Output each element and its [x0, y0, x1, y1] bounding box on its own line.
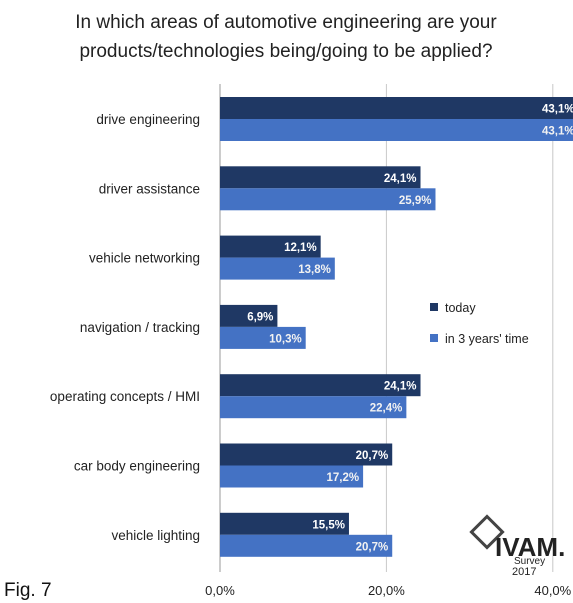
- title-line: products/technologies being/going to be …: [79, 41, 492, 62]
- data-label: 6,9%: [247, 311, 273, 323]
- bars: 43,1% 43,1% 24,1% 25,9% 12,1% 13,8% 6,9% 10,3% 2…: [220, 97, 573, 557]
- legend-label: in 3 years' time: [445, 332, 529, 346]
- chart-title: In which areas of automotive engineering…: [75, 12, 497, 62]
- legend: today in 3 years' time: [430, 301, 529, 346]
- legend-label: today: [445, 301, 476, 315]
- legend-swatch: [430, 303, 438, 311]
- title-line: In which areas of automotive engineering…: [75, 12, 497, 33]
- x-tick-labels: 0,0%20,0%40,0%60,0%80,0%: [205, 583, 571, 598]
- bar: [220, 188, 436, 211]
- figure-label: Fig. 7: [4, 580, 52, 601]
- tick-label: 40,0%: [534, 583, 571, 598]
- bar: [220, 235, 321, 258]
- data-label: 15,5%: [312, 519, 345, 531]
- bar: [220, 396, 407, 419]
- category-label: drive engineering: [96, 112, 200, 127]
- logo-diamond-icon: [469, 514, 505, 550]
- logo-name: IVAM.: [495, 532, 565, 562]
- data-label: 20,7%: [356, 541, 389, 553]
- ivam-logo: IVAM. Survey 2017: [469, 514, 565, 578]
- bar: [220, 257, 335, 280]
- tick-label: 0,0%: [205, 583, 235, 598]
- legend-swatch: [430, 334, 438, 342]
- data-label: 12,1%: [284, 242, 317, 254]
- bar: [220, 119, 573, 141]
- logo-year: 2017: [512, 566, 536, 578]
- bar: [220, 534, 393, 557]
- bar: [220, 374, 421, 397]
- data-label: 25,9%: [399, 195, 432, 207]
- data-label: 22,4%: [370, 403, 403, 415]
- data-label: 17,2%: [326, 472, 359, 484]
- category-label: driver assistance: [99, 181, 200, 196]
- bar: [220, 512, 349, 535]
- data-label: 43,1%: [542, 126, 573, 138]
- bar: [220, 443, 393, 466]
- data-label: 10,3%: [269, 333, 302, 345]
- category-label: operating concepts / HMI: [50, 389, 200, 404]
- bar: [220, 97, 573, 119]
- bar: [220, 166, 421, 189]
- category-label: navigation / tracking: [80, 320, 200, 335]
- bar: [220, 465, 364, 488]
- data-label: 20,7%: [356, 450, 389, 462]
- tick-label: 20,0%: [368, 583, 405, 598]
- category-label: vehicle lighting: [111, 528, 200, 543]
- data-label: 43,1%: [542, 104, 573, 116]
- data-label: 13,8%: [298, 264, 331, 276]
- category-labels: drive engineering driver assistance vehicl…: [50, 112, 200, 543]
- category-label: vehicle networking: [89, 251, 200, 266]
- bar: [220, 304, 278, 327]
- bar: [220, 326, 306, 349]
- category-label: car body engineering: [74, 459, 200, 474]
- data-label: 24,1%: [384, 381, 417, 393]
- logo-survey: Survey: [514, 556, 545, 567]
- data-label: 24,1%: [384, 173, 417, 185]
